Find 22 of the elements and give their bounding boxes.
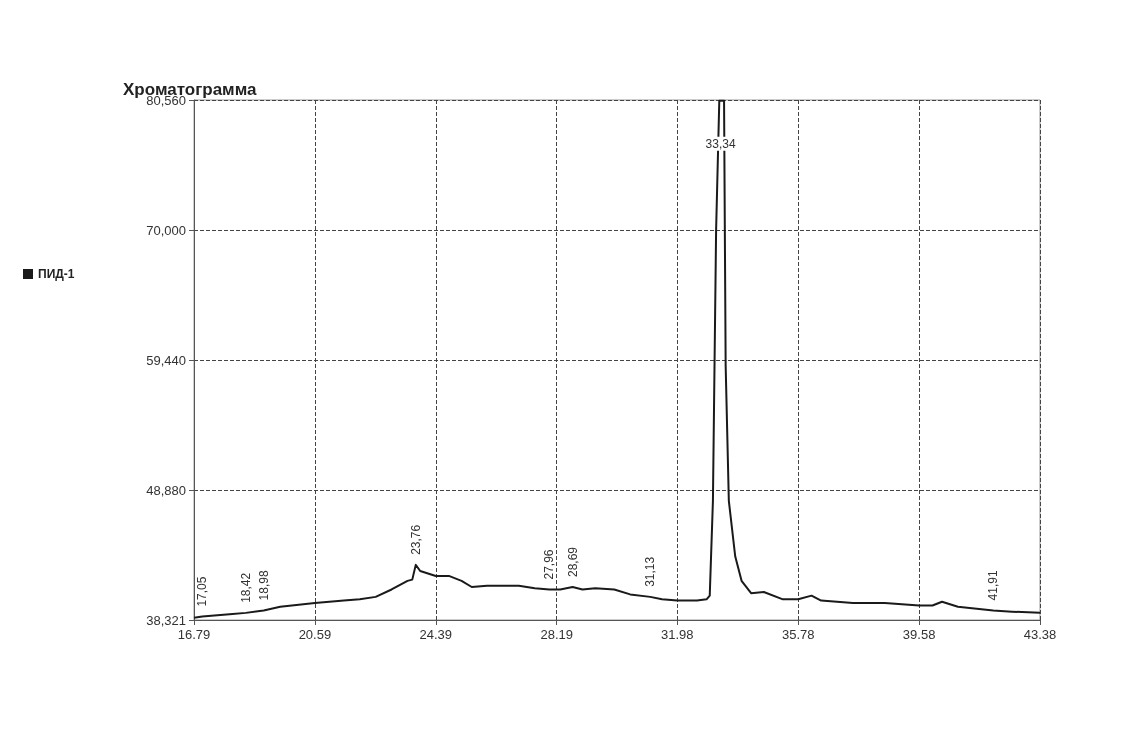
- legend-label: ПИД-1: [38, 267, 75, 281]
- annotation: 27,96: [542, 549, 557, 580]
- annotation: 17,05: [195, 576, 210, 607]
- y-tick-label: 38,321: [146, 612, 186, 628]
- annotation: 23,76: [408, 524, 423, 555]
- annotation: 41,91: [986, 570, 1001, 601]
- y-tick-label: 70,000: [146, 222, 186, 238]
- x-tick-label: 20.59: [298, 627, 332, 642]
- annotation: 28,69: [565, 546, 580, 578]
- x-tick-label: 31.98: [661, 627, 694, 642]
- x-tick-label: 16.79: [177, 627, 211, 642]
- x-tick-label: 39.58: [902, 627, 936, 642]
- annotation: 33,34: [705, 136, 736, 151]
- y-tick-label: 59,440: [146, 352, 186, 368]
- x-tick-label: 35.78: [781, 627, 815, 642]
- x-tick-label: 28.19: [540, 627, 573, 642]
- annotation: 18,98: [256, 570, 271, 601]
- x-tick-label: 24.39: [419, 627, 453, 642]
- annotation: 31,13: [643, 556, 658, 587]
- x-tick-label: 43.38: [1023, 627, 1057, 642]
- y-tick-label: 48,880: [146, 482, 186, 498]
- annotation: 18,42: [238, 572, 253, 603]
